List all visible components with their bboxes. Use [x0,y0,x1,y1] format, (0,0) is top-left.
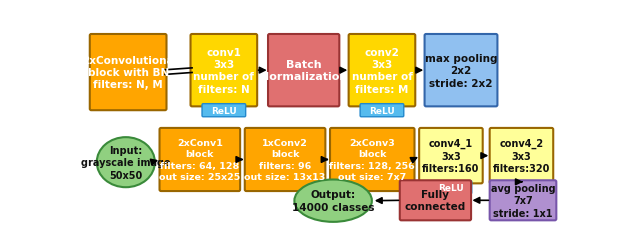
FancyBboxPatch shape [490,129,553,184]
FancyBboxPatch shape [245,129,326,191]
FancyBboxPatch shape [430,181,472,194]
FancyBboxPatch shape [90,35,167,111]
Text: Input:
grayscale image
50x50: Input: grayscale image 50x50 [81,145,171,180]
FancyBboxPatch shape [360,104,404,117]
FancyBboxPatch shape [268,35,339,107]
Text: conv4_2
3x3
filters:320: conv4_2 3x3 filters:320 [493,139,550,173]
Text: Output:
14000 classes: Output: 14000 classes [292,190,374,212]
FancyBboxPatch shape [425,35,498,107]
Text: conv1
3x3
number of
filters: N: conv1 3x3 number of filters: N [193,47,254,94]
Text: ReLU: ReLU [211,106,236,115]
Text: Batch
Normalization: Batch Normalization [260,60,347,82]
Ellipse shape [295,180,372,222]
Text: max pooling
2x2
stride: 2x2: max pooling 2x2 stride: 2x2 [425,54,497,88]
FancyBboxPatch shape [191,35,257,107]
FancyBboxPatch shape [348,35,415,107]
Text: 2xConv3
block
filters: 128, 256
out size: 7x7: 2xConv3 block filters: 128, 256 out size… [329,139,415,181]
Text: conv2
3x3
number of
filters: M: conv2 3x3 number of filters: M [352,47,412,94]
FancyBboxPatch shape [330,129,415,191]
FancyBboxPatch shape [400,181,471,220]
FancyBboxPatch shape [419,129,483,184]
Ellipse shape [97,138,155,187]
Text: Fully
connected: Fully connected [405,189,466,212]
Text: ReLU: ReLU [369,106,395,115]
Text: 1xConv2
block
filters: 96
out size: 13x13: 1xConv2 block filters: 96 out size: 13x1… [245,139,326,181]
FancyBboxPatch shape [160,129,240,191]
Text: ReLU: ReLU [438,183,464,192]
FancyBboxPatch shape [490,181,556,220]
Text: 2xConv1
block
filters: 64, 128
out size: 25x25: 2xConv1 block filters: 64, 128 out size:… [159,139,240,181]
FancyBboxPatch shape [202,104,246,117]
Text: 2xConvolutiona
block with BN
filters: N, M: 2xConvolutiona block with BN filters: N,… [82,55,174,90]
Text: conv4_1
3x3
filters:160: conv4_1 3x3 filters:160 [422,139,480,173]
Text: avg pooling
7x7
stride: 1x1: avg pooling 7x7 stride: 1x1 [491,183,555,218]
